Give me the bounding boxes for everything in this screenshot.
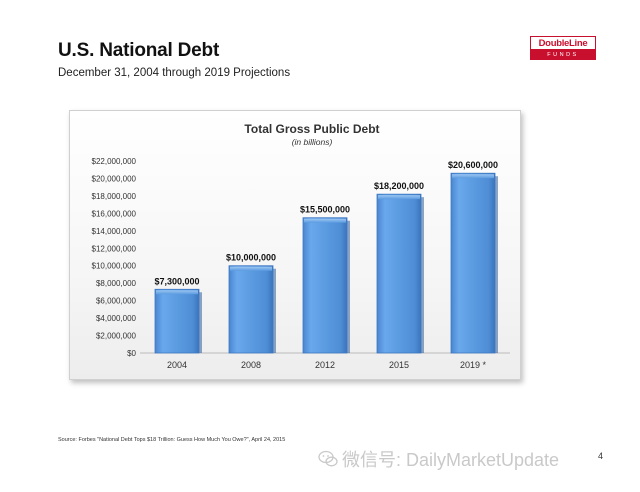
x-tick-label: 2019 *: [460, 360, 487, 370]
y-tick-label: $20,000,000: [92, 174, 137, 183]
x-tick-label: 2008: [241, 360, 261, 370]
bar: [302, 217, 348, 354]
chart-title: Total Gross Public Debt: [244, 122, 379, 136]
bar-highlight: [230, 266, 272, 271]
wechat-icon: [318, 450, 338, 467]
chart-subtitle: (in billions): [292, 137, 333, 147]
y-tick-label: $18,000,000: [92, 192, 137, 201]
y-tick-label: $6,000,000: [96, 297, 137, 306]
logo-sub: FUNDS: [530, 50, 596, 60]
bar: [376, 193, 422, 354]
logo-brand: DoubleLine: [530, 36, 596, 50]
doubleline-logo: DoubleLine FUNDS: [530, 36, 596, 62]
y-tick-label: $12,000,000: [92, 244, 137, 253]
bar-highlight: [378, 195, 420, 200]
x-tick-label: 2012: [315, 360, 335, 370]
bar: [154, 288, 200, 354]
y-tick-label: $10,000,000: [92, 262, 137, 271]
y-tick-label: $4,000,000: [96, 314, 137, 323]
bar-data-label: $10,000,000: [226, 253, 276, 263]
y-tick-label: $14,000,000: [92, 227, 137, 236]
source-note: Source: Forbes "National Debt Tops $18 T…: [58, 437, 286, 443]
bar-data-label: $7,300,000: [154, 276, 199, 286]
y-tick-label: $0: [127, 349, 136, 358]
bar: [228, 265, 274, 354]
slide-title: U.S. National Debt: [58, 40, 220, 61]
bar-data-label: $15,500,000: [300, 205, 350, 215]
slide-subtitle: December 31, 2004 through 2019 Projectio…: [58, 67, 291, 79]
bar: [450, 172, 496, 354]
x-tick-label: 2015: [389, 360, 409, 370]
page-number: 4: [598, 451, 604, 461]
y-tick-label: $22,000,000: [92, 157, 137, 166]
wechat-watermark: 微信号: DailyMarketUpdate: [318, 446, 559, 472]
x-tick-label: 2004: [167, 360, 187, 370]
bar-data-label: $18,200,000: [374, 181, 424, 191]
bar-highlight: [156, 290, 198, 295]
bar-data-label: $20,600,000: [448, 160, 498, 170]
y-tick-label: $16,000,000: [92, 209, 137, 218]
y-tick-label: $2,000,000: [96, 332, 137, 341]
bar-chart: Total Gross Public Debt (in billions) $0…: [92, 122, 510, 370]
y-tick-label: $8,000,000: [96, 279, 137, 288]
bar-highlight: [304, 218, 346, 223]
bar-highlight: [452, 174, 494, 179]
chart-frame: Total Gross Public Debt (in billions) $0…: [69, 110, 521, 380]
watermark-text: 微信号: DailyMarketUpdate: [342, 450, 560, 470]
